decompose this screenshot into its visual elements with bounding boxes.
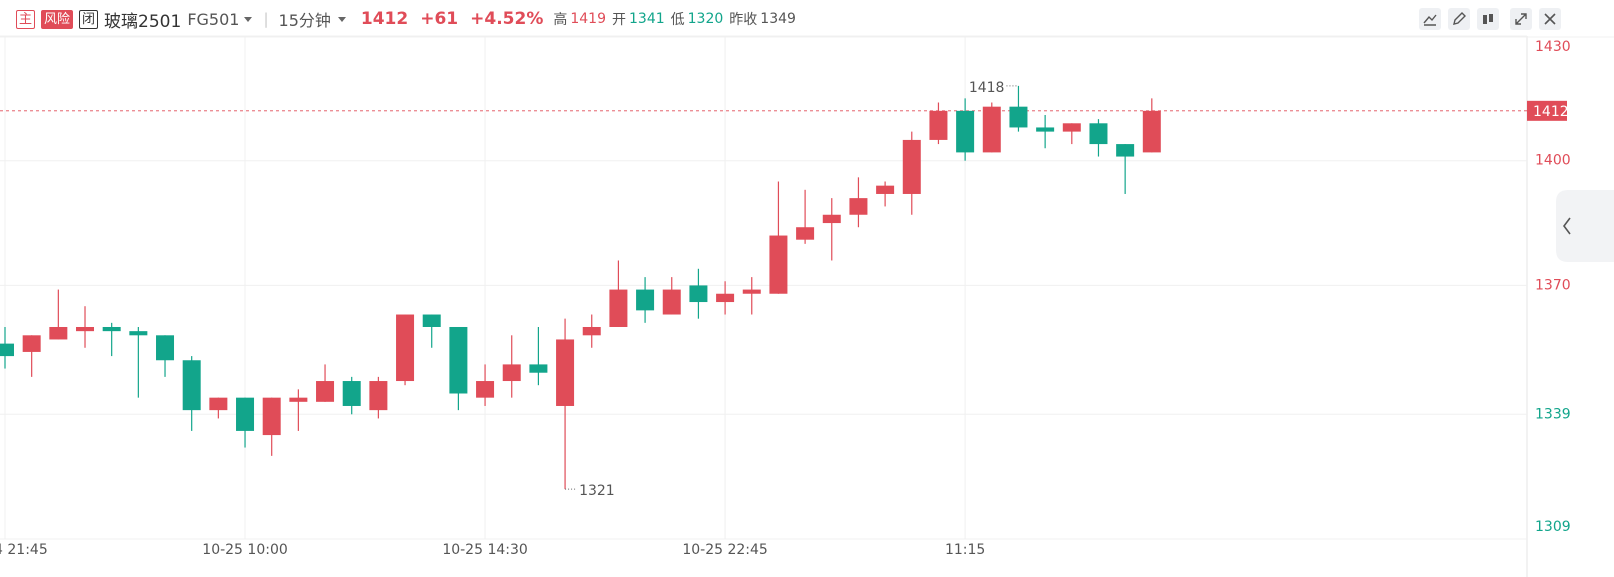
candle-body <box>369 381 388 411</box>
candle-body <box>742 289 761 294</box>
draw-button[interactable] <box>1448 8 1470 30</box>
dropdown-arrow[interactable] <box>243 14 253 24</box>
candle-body <box>876 185 895 194</box>
candle-body <box>316 381 335 402</box>
candle-body <box>476 381 495 398</box>
candle-body <box>182 360 201 411</box>
plot-area <box>0 35 1527 540</box>
candle-body <box>556 339 575 406</box>
candle-body <box>1116 144 1135 157</box>
candle-body <box>662 289 681 315</box>
indicator-button[interactable] <box>1419 8 1441 30</box>
candle-body <box>609 289 628 327</box>
candle-body <box>956 110 975 153</box>
candle-body <box>262 397 281 436</box>
current-price-box <box>1527 100 1567 121</box>
fullscreen-button[interactable] <box>1510 8 1532 30</box>
current-price-label: 1412 <box>1533 104 1569 120</box>
y-tick-label: 1370 <box>1535 277 1571 293</box>
candle-body <box>129 331 148 336</box>
risk-tag: 风险 <box>41 9 74 29</box>
candle-body <box>76 326 95 332</box>
high-value: 1419 <box>570 11 606 27</box>
candle-body <box>796 227 815 240</box>
prev-close-label: 昨收 <box>729 12 758 28</box>
candle-body <box>0 343 14 357</box>
candle-body <box>502 364 521 382</box>
candle-body <box>1142 110 1161 153</box>
last-price: 1412 <box>360 9 409 29</box>
open-label: 开 <box>612 12 626 28</box>
candle-body <box>1062 123 1081 132</box>
y-tick-label: 1400 <box>1535 153 1571 169</box>
candle-body <box>582 326 601 336</box>
low-label: 低 <box>670 12 685 28</box>
y-tick-label: 1339 <box>1535 406 1571 422</box>
candle-body <box>529 364 548 373</box>
candle-body <box>929 110 948 140</box>
candle-body <box>342 381 361 406</box>
open-value: 1341 <box>629 11 665 27</box>
candle-body <box>1089 123 1108 145</box>
candle-body <box>716 293 735 303</box>
contract-name: 玻璃2501 <box>104 11 182 32</box>
candle-body <box>1009 106 1028 128</box>
candle-body <box>849 198 868 215</box>
min-label: 1321 <box>579 483 615 499</box>
candle-body <box>769 235 788 294</box>
x-tick-label: 10-25 10:00 <box>202 542 287 558</box>
x-tick-label: 10-25 22:45 <box>682 542 767 558</box>
candle-body <box>22 335 41 352</box>
dropdown-arrow[interactable] <box>337 14 347 24</box>
x-tick-label: 10-24 21:45 <box>0 542 48 558</box>
low-value: 1320 <box>687 11 724 27</box>
y-tick-label: 1430 <box>1535 39 1571 55</box>
main-tag: 主 <box>16 9 36 29</box>
candle-body <box>1036 127 1055 132</box>
candle-body <box>449 326 468 394</box>
prev-close-value: 1349 <box>760 11 796 27</box>
contract-code[interactable]: FG501 <box>187 9 240 29</box>
candle-body <box>902 139 921 194</box>
candle-body <box>396 314 415 382</box>
closed-tag: 闭 <box>79 9 99 29</box>
candle-body <box>422 314 441 327</box>
close-button[interactable] <box>1539 8 1561 30</box>
y-tick-label: 1309 <box>1535 519 1571 535</box>
candle-body <box>289 397 308 402</box>
candle-body <box>689 285 708 303</box>
candle-body <box>102 326 121 332</box>
candle-body <box>982 106 1001 153</box>
change: +61 <box>420 9 459 29</box>
candle-body <box>49 326 68 340</box>
header: 主 风险 闭 玻璃2501 FG501 | 15分钟 1412 +61 +4.5… <box>0 0 1614 38</box>
candle-body <box>822 214 841 224</box>
candle-body <box>209 397 228 411</box>
high-label: 高 <box>553 12 568 28</box>
divider: | <box>263 10 269 28</box>
candle-body <box>156 335 175 361</box>
candle-body <box>236 397 255 431</box>
max-label: 1418 <box>969 80 1005 96</box>
x-tick-label: 11:15 <box>945 542 985 558</box>
side-tab-arrow <box>1563 217 1571 235</box>
period[interactable]: 15分钟 <box>278 11 331 30</box>
side-tab[interactable] <box>1556 190 1614 262</box>
candle-type-button[interactable] <box>1477 8 1499 30</box>
x-tick-label: 10-25 14:30 <box>442 542 527 558</box>
candle-body <box>636 289 655 311</box>
change-pct: +4.52% <box>470 9 544 29</box>
